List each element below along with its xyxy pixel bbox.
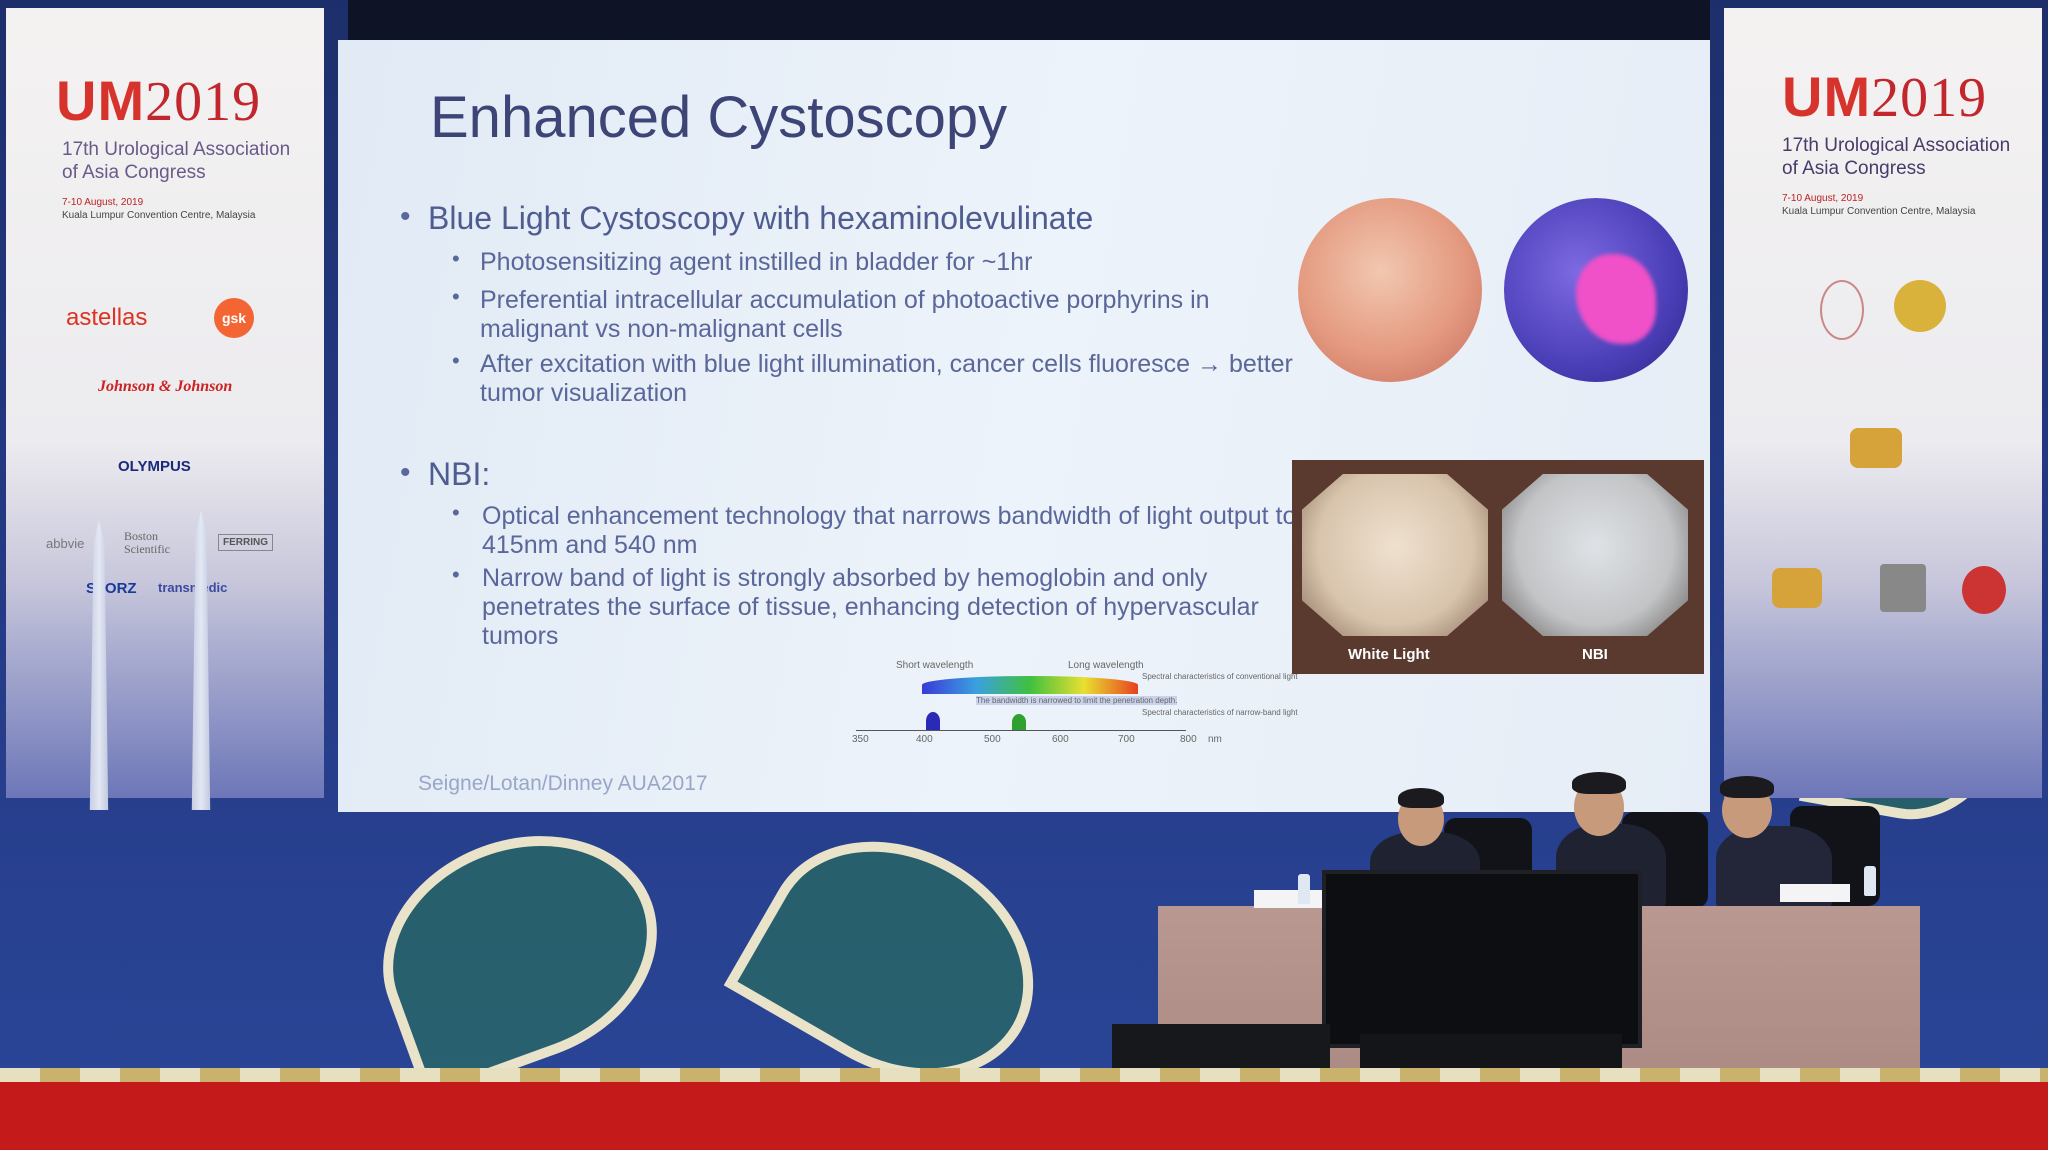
white-light-label: White Light <box>1348 646 1430 663</box>
red-stage-floor <box>0 1082 2048 1150</box>
white-light-cystoscopy-image <box>1298 198 1482 382</box>
organizer-emblem <box>1820 280 1864 340</box>
white-light-view <box>1302 474 1488 636</box>
sponsor-gsk: gsk <box>214 298 254 338</box>
congress-name: 17th Urological Association of Asia Cong… <box>62 139 291 183</box>
sponsor-jnj: Johnson & Johnson <box>98 378 233 395</box>
petronas-tower-right <box>191 510 211 810</box>
right-banner: UM2019 17th Urological Association of As… <box>1724 8 2042 798</box>
nbi-view <box>1502 474 1688 636</box>
water-bottle <box>1864 866 1876 896</box>
bullet-dot: • <box>452 500 460 525</box>
sponsor-boston: Boston Scientific <box>124 529 170 556</box>
narrow-band-415 <box>926 712 940 730</box>
sponsor-transmedic: transmedic <box>158 580 228 595</box>
congress-logo: UM2019 <box>1782 65 1988 129</box>
congress-logo: UM2019 <box>56 69 262 133</box>
axis-line <box>856 730 1186 731</box>
left-banner: UM2019 17th Urological Association of As… <box>6 8 324 798</box>
sponsor-astellas: astellas <box>66 304 148 331</box>
supporter-crest <box>1772 568 1822 608</box>
bullet-dot: • <box>452 246 460 271</box>
confidence-monitor <box>1322 870 1642 1048</box>
narrow-band-540 <box>1012 714 1026 730</box>
bullet-dot: • <box>452 348 460 373</box>
water-bottle <box>1298 874 1310 904</box>
petronas-tower-left <box>89 520 109 810</box>
ministry-crest <box>1850 428 1902 468</box>
bullet-item: Preferential intracellular accumulation … <box>480 286 1210 343</box>
nameplate <box>1780 884 1850 902</box>
supporter-crest <box>1962 566 2006 614</box>
slide-citation: Seigne/Lotan/Dinney AUA2017 <box>418 772 708 795</box>
nbi-label: NBI <box>1582 646 1608 663</box>
congress-details: 7-10 August, 2019 Kuala Lumpur Conventio… <box>62 197 256 221</box>
sponsor-ferring: FERRING <box>218 534 273 551</box>
spectrum-band <box>922 676 1138 694</box>
nbi-spectrum-diagram: Short wavelength Long wavelength Spectra… <box>852 660 1298 745</box>
bullet-item: After excitation with blue light illumin… <box>480 350 1293 407</box>
bullet-item: Optical enhancement technology that narr… <box>482 502 1297 559</box>
bullet-dot: • <box>400 456 411 489</box>
bullet-dot: • <box>400 200 411 233</box>
bullet-item: Photosensitizing agent instilled in blad… <box>480 248 1033 276</box>
sponsor-olympus: OLYMPUS <box>118 458 191 475</box>
bullet-dot: • <box>452 284 460 309</box>
bullet-dot: • <box>452 562 460 587</box>
nameplate <box>1254 890 1324 908</box>
sponsor-abbvie: abbvie <box>46 536 85 551</box>
congress-name: 17th Urological Association of Asia Cong… <box>1782 135 2011 179</box>
nbi-comparison-image: White Light NBI <box>1292 460 1704 674</box>
slide-title: Enhanced Cystoscopy <box>430 85 1008 150</box>
section-heading: NBI: <box>428 456 491 492</box>
blue-light-cystoscopy-image <box>1504 198 1688 382</box>
supporter-crest <box>1880 564 1926 612</box>
presentation-slide: Enhanced Cystoscopy • Blue Light Cystosc… <box>338 40 1710 812</box>
section-heading: Blue Light Cystoscopy with hexaminolevul… <box>428 200 1094 236</box>
bullet-item: Narrow band of light is strongly absorbe… <box>482 564 1259 650</box>
congress-details: 7-10 August, 2019 Kuala Lumpur Conventio… <box>1782 193 1976 217</box>
organizer-emblem <box>1894 280 1946 332</box>
